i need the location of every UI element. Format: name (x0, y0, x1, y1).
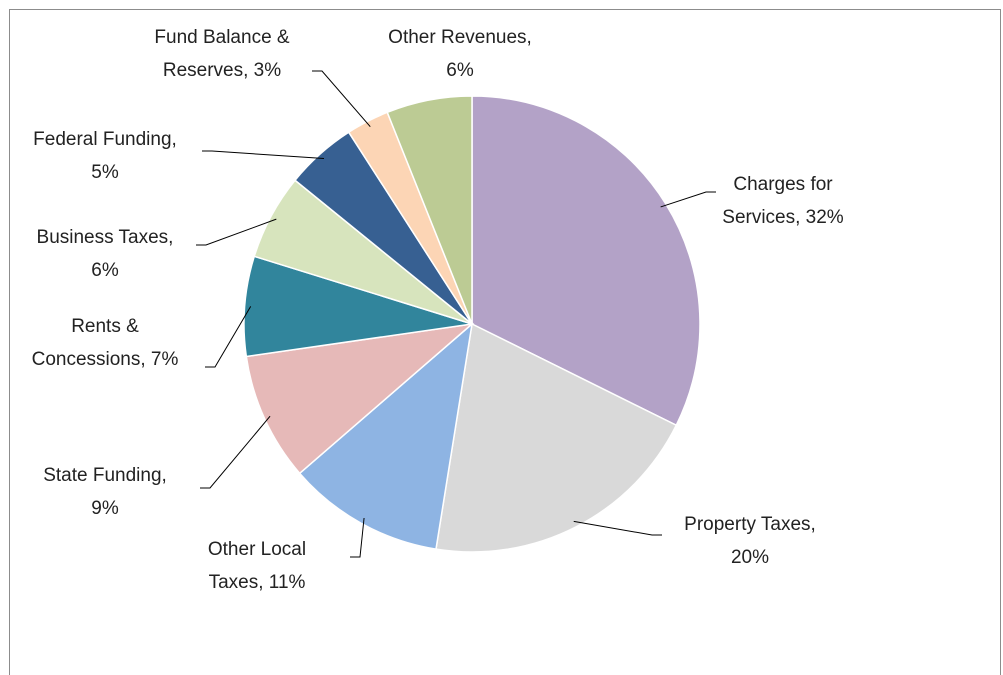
data-label: Charges for Services, 32% (722, 174, 844, 228)
data-label: State Funding, 9% (43, 465, 167, 519)
pie-slice (243, 255, 473, 358)
leader-line (205, 306, 252, 368)
data-label-line: State Funding, (43, 465, 167, 486)
data-label-line: Reserves, 3% (163, 60, 281, 81)
data-label-line: Fund Balance & (154, 27, 290, 48)
leader-line (200, 415, 271, 489)
leader-line (196, 218, 277, 246)
leader-line (573, 520, 662, 536)
data-label-line: Concessions, 7% (32, 349, 179, 370)
data-label-line: 6% (446, 60, 474, 81)
data-label-line: Taxes, 11% (209, 572, 306, 593)
data-label-line: 20% (731, 547, 769, 568)
data-label: Federal Funding, 5% (33, 129, 177, 183)
pie-slice (386, 95, 473, 325)
data-label-line: Rents & (71, 316, 139, 337)
leader-line (202, 150, 325, 160)
data-label-line: Other Revenues, (388, 27, 532, 48)
data-label-line: Services, 32% (722, 207, 844, 228)
data-label: Property Taxes, 20% (684, 514, 816, 568)
pie-slice (435, 322, 678, 553)
data-label-line: 5% (91, 162, 119, 183)
data-label-line: Business Taxes, (37, 227, 174, 248)
leader-line (312, 70, 371, 128)
pie-slice (245, 322, 475, 475)
data-label: Other Revenues, 6% (388, 27, 532, 81)
data-label-line: 6% (91, 260, 119, 281)
pie-slice (471, 95, 701, 427)
leader-line (350, 517, 365, 558)
data-label-line: Property Taxes, (684, 514, 816, 535)
data-label-line: Charges for (733, 174, 833, 195)
data-label: Rents & Concessions, 7% (32, 316, 179, 370)
data-label-line: 9% (91, 498, 119, 519)
data-label: Fund Balance & Reserves, 3% (154, 27, 290, 81)
pie-slice (298, 322, 474, 550)
leader-line (660, 191, 716, 208)
data-label-line: Other Local (208, 539, 306, 560)
data-label: Other Local Taxes, 11% (208, 539, 306, 593)
data-label-line: Federal Funding, (33, 129, 177, 150)
data-label: Business Taxes, 6% (37, 227, 174, 281)
